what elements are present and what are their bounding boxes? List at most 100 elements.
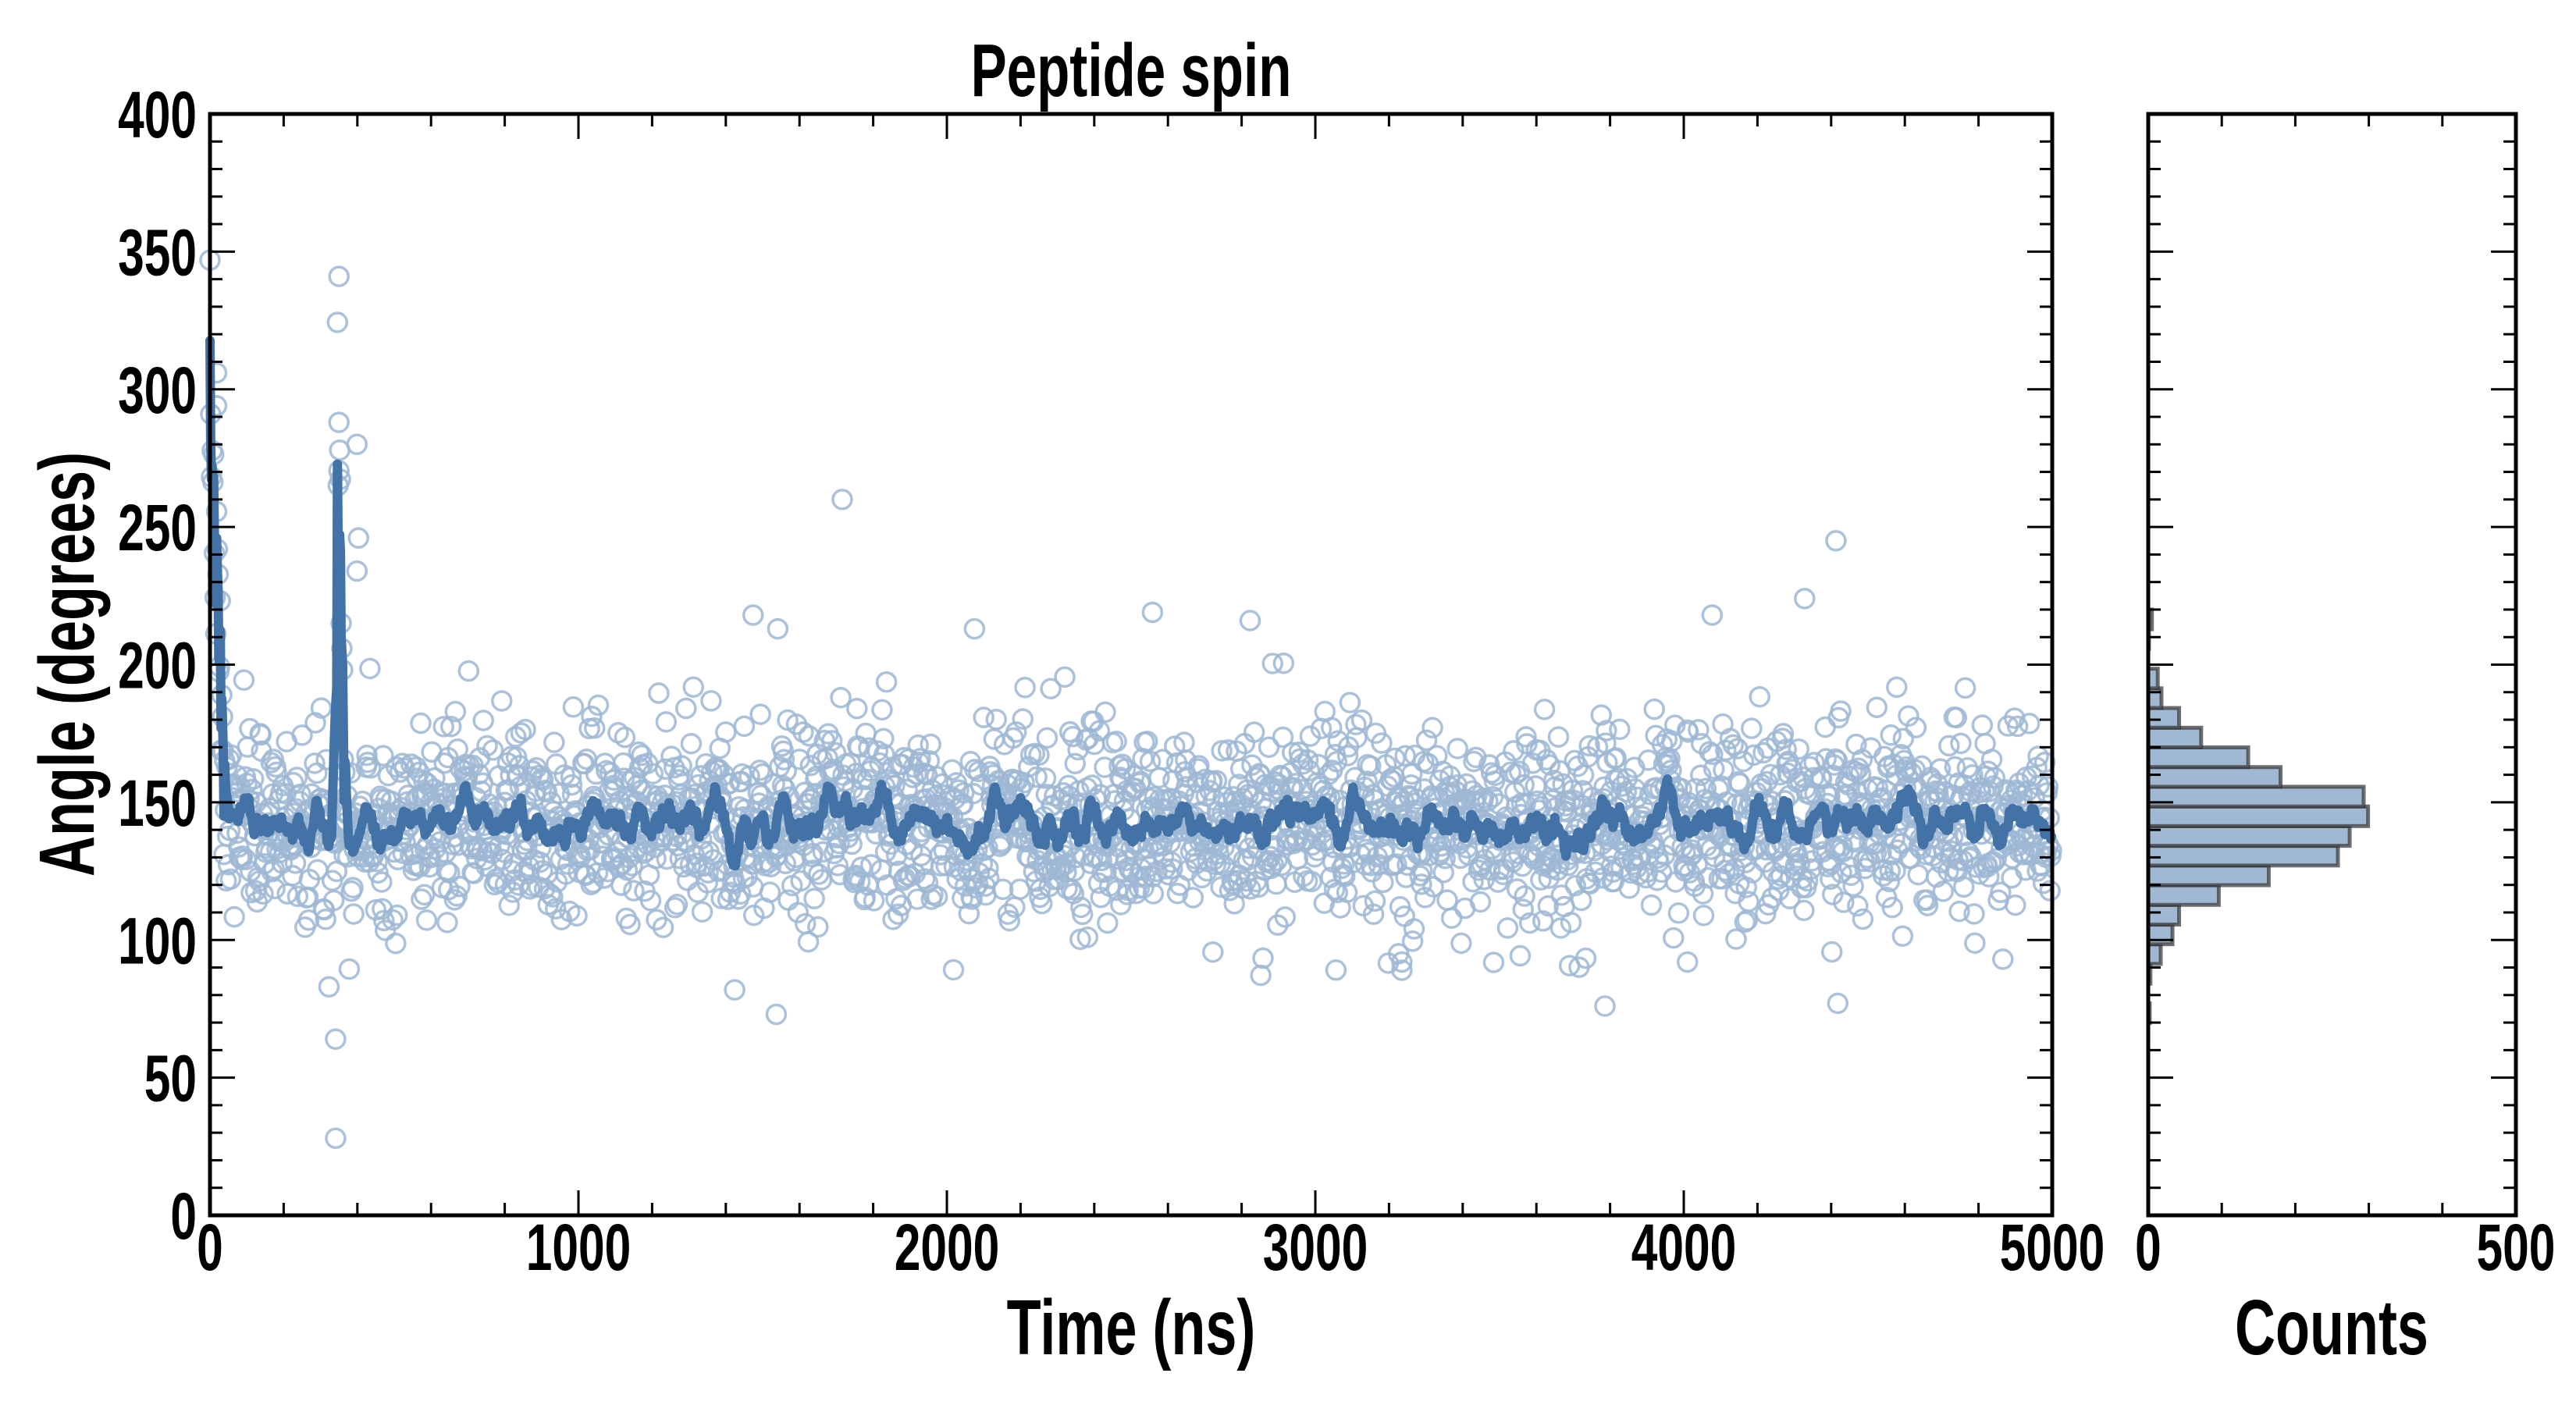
scatter-point — [508, 755, 531, 777]
scatter-point — [373, 909, 395, 932]
scatter-point — [328, 265, 350, 287]
y-tick-label: 50 — [144, 1042, 197, 1115]
scatter-point — [759, 881, 781, 903]
scatter-point — [929, 844, 952, 866]
histogram-bar — [2146, 804, 2371, 828]
scatter-point — [1239, 610, 1261, 631]
scatter-point — [2005, 894, 2026, 916]
scatter-point — [942, 959, 965, 981]
scatter-point — [346, 560, 368, 582]
scatter-point — [535, 781, 558, 803]
histogram-bar — [2146, 745, 2250, 770]
scatter-point — [619, 913, 641, 936]
histogram-bar — [2146, 922, 2175, 947]
scatter-point — [675, 697, 697, 720]
scatter-point — [386, 904, 408, 927]
scatter-point — [926, 885, 948, 908]
scatter-point — [1749, 685, 1770, 708]
scatter-point — [738, 765, 760, 787]
scatter-point — [444, 700, 467, 723]
scatter-point — [1793, 899, 1815, 922]
scatter-point — [338, 958, 361, 980]
scatter-point — [325, 1028, 347, 1050]
scatter-point — [1040, 678, 1062, 700]
scatter-point — [542, 886, 564, 908]
scatter-point — [794, 781, 816, 803]
scatter-point — [439, 862, 461, 884]
scatter-point — [239, 717, 261, 740]
scatter-point — [291, 724, 313, 746]
scatter-point — [1814, 716, 1836, 738]
scatter-point — [1028, 744, 1050, 767]
scatter-point — [1339, 692, 1361, 713]
scatter-point — [642, 763, 664, 784]
scatter-point — [907, 734, 929, 756]
scatter-point — [655, 711, 678, 733]
scatter-point — [472, 710, 494, 731]
y-tick-label: 350 — [118, 216, 197, 290]
scatter-point — [544, 898, 567, 920]
scatter-point — [1676, 951, 1699, 973]
scatter-point — [411, 888, 432, 910]
scatter-point — [680, 732, 703, 755]
scatter-point — [304, 752, 326, 774]
scatter-point — [697, 862, 719, 884]
scatter-point — [802, 842, 824, 865]
scatter-point — [860, 854, 882, 876]
scatter-point — [1547, 726, 1570, 748]
y-tick-label: 100 — [118, 905, 197, 978]
scatter-point — [491, 690, 513, 712]
hist-x-tick-label: 500 — [2477, 1211, 2556, 1284]
scatter-point — [623, 880, 645, 902]
scatter-point — [998, 909, 1020, 932]
scatter-point — [1880, 724, 1902, 746]
scatter-point — [652, 916, 674, 938]
scatter-point — [749, 703, 771, 725]
scatter-point — [587, 694, 610, 717]
histogram-bar — [2146, 706, 2182, 730]
scatter-point — [1202, 941, 1224, 963]
scatter-point — [664, 897, 686, 919]
scatter-point — [436, 912, 458, 934]
scatter-point — [871, 699, 893, 721]
scatter-point — [1842, 875, 1864, 897]
scatter-point — [439, 716, 462, 738]
scatter-point — [1692, 905, 1715, 927]
scatter-point — [1088, 720, 1111, 742]
scatter-point — [1741, 717, 1763, 739]
scatter-point — [457, 660, 480, 682]
scatter-point — [233, 669, 255, 692]
scatter-point — [592, 845, 614, 867]
scatter-point — [1071, 903, 1094, 926]
scatter-point — [1097, 912, 1119, 934]
scatter-point — [242, 768, 265, 790]
scatter-point — [1469, 891, 1492, 913]
scatter-point — [1640, 894, 1663, 916]
scatter-point — [476, 735, 498, 757]
scatter-point — [1012, 708, 1034, 730]
scatter-point — [498, 895, 521, 916]
scatter-point — [1482, 951, 1505, 973]
scatter-point — [1095, 861, 1117, 883]
scatter-point — [223, 905, 245, 928]
y-axis-label: Angle (degrees) — [23, 452, 110, 877]
scatter-point — [958, 902, 980, 925]
histogram-axes-frame — [2146, 112, 2518, 1218]
scatter-point — [767, 617, 789, 640]
histogram-bar — [2146, 844, 2340, 868]
scatter-point — [562, 696, 585, 718]
histogram-bar — [2146, 823, 2352, 848]
scatter-point — [325, 1127, 347, 1149]
scatter-point — [385, 932, 407, 955]
scatter-point — [1087, 872, 1110, 895]
scatter-point — [264, 877, 286, 900]
y-tick-label: 150 — [118, 767, 197, 840]
histogram-bar — [2146, 784, 2366, 809]
scatter-point — [820, 730, 843, 752]
histogram-bar — [2146, 765, 2283, 789]
scatter-point — [787, 902, 809, 923]
scatter-point — [1667, 902, 1690, 924]
scatter-point — [1064, 752, 1087, 774]
scatter-point — [865, 823, 888, 845]
